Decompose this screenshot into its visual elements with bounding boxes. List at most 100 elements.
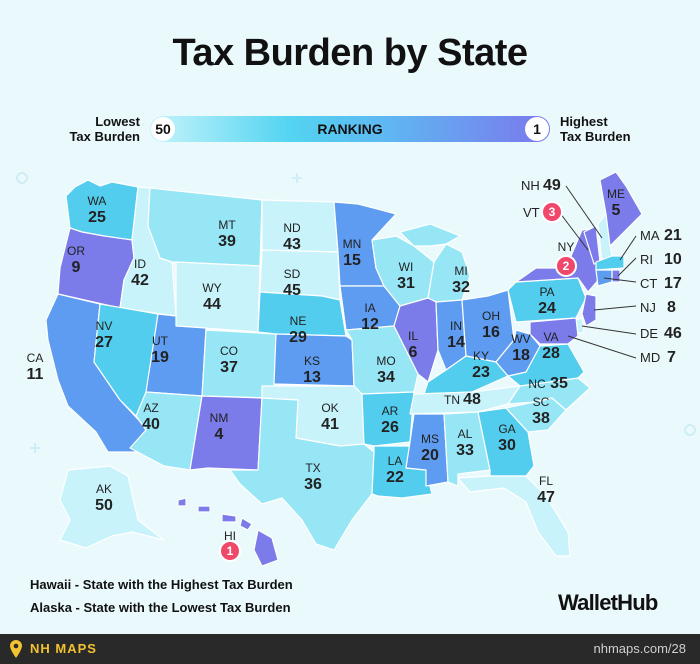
label-ut-rank: 19 [151,349,169,366]
leader-vt [559,212,589,251]
label-ar-rank: 26 [381,419,399,436]
label-sd-rank: 45 [283,282,301,299]
rank-pin-ny: 2 [555,255,577,277]
label-ga-abbr: GA [498,422,515,436]
state-fl [457,475,571,557]
state-tx [229,397,375,551]
label-nv-abbr: NV [96,319,113,333]
label-ma-rank: 21 [664,227,682,244]
note-hawaii-name: Hawaii [30,577,72,592]
label-sc-abbr: SC [533,395,550,409]
legend-low-label: Lowest Tax Burden [62,114,140,144]
state-labels: WA 25 OR 9 CA 11 ID 42 NV 27 MT 39 WY 44… [27,187,625,543]
wallethub-logo: WalletHub [558,590,658,615]
label-wv-rank: 18 [512,347,530,364]
label-ny-abbr: NY [558,240,575,254]
label-mt-rank: 39 [218,233,236,250]
label-sd-abbr: SD [284,267,301,281]
label-or-abbr: OR [67,244,85,258]
label-ri-rank: 10 [664,251,682,268]
label-nm-abbr: NM [210,411,229,425]
label-or-rank: 9 [72,259,81,276]
pin-ny-circle [555,255,577,277]
state-hi-island [239,517,253,531]
label-sc-rank: 38 [532,410,550,427]
label-mn-abbr: MN [343,237,362,251]
label-nm-rank: 4 [215,426,224,443]
label-ky-abbr: KY [473,349,489,363]
state-nj [581,293,597,327]
leader-de [581,325,637,335]
label-nj-rank: 8 [667,299,676,316]
label-tx-abbr: TX [305,461,320,475]
label-nj-abbr: NJ [640,300,656,315]
label-ne-rank: 29 [289,329,307,346]
label-nc-rank: 35 [550,375,568,392]
label-va-rank: 28 [542,345,560,362]
map-pin-icon [10,640,22,658]
leader-lines [559,185,637,359]
state-mi-upper [399,223,461,247]
label-md-abbr: MD [640,350,660,365]
label-ms-rank: 20 [421,447,439,464]
label-al-rank: 33 [456,442,474,459]
state-hi-island [253,529,279,567]
label-ct-abbr: CT [640,276,657,291]
label-oh-abbr: OH [482,309,500,323]
label-me-rank: 5 [612,202,621,219]
label-ne-abbr: NE [290,314,307,328]
state-hi-island [177,497,187,507]
state-hi-island [197,505,211,513]
label-ky-rank: 23 [472,364,490,381]
label-tx-rank: 36 [304,476,322,493]
label-ma-abbr: MA [640,228,660,243]
legend-ranking-label: RANKING [317,121,383,137]
pin-hi-number: 1 [227,544,234,558]
legend-low-line2: Tax Burden [69,129,140,144]
state-ky [423,355,509,395]
legend-high-line2: Tax Burden [560,129,631,144]
pin-hi-circle [219,540,241,562]
state-ak [59,465,165,549]
label-ca-abbr: CA [27,351,44,365]
label-ri-abbr: RI [640,252,653,267]
leader-ma [619,235,637,261]
label-in-rank: 14 [447,334,465,351]
northeast-labels: NH 49 VT MA 21 RI 10 CT 17 NJ 8 DE 46 MD… [521,177,682,366]
label-co-rank: 37 [220,359,238,376]
label-nd-abbr: ND [283,221,301,235]
label-az-abbr: AZ [143,401,158,415]
decoration-circle [684,424,696,436]
ranking-legend-bar: 50 RANKING 1 [150,116,550,142]
label-nd-rank: 43 [283,236,301,253]
label-ms-abbr: MS [421,432,439,446]
label-id-abbr: ID [134,257,146,271]
leader-ri [617,257,637,277]
state-hi [177,497,279,567]
label-ia-rank: 12 [361,316,379,333]
state-wv [495,329,541,377]
label-ak-rank: 50 [95,497,113,514]
label-mt-abbr: MT [218,218,236,232]
state-ma [595,255,625,271]
pin-vt-number: 3 [549,205,556,219]
label-ct-rank: 17 [664,275,682,292]
label-de-rank: 46 [664,325,682,342]
label-il-rank: 6 [409,344,418,361]
label-az-rank: 40 [142,416,160,433]
label-ar-abbr: AR [382,404,399,418]
label-wy-abbr: WY [202,281,221,295]
footer-url[interactable]: nhmaps.com/28 [593,641,687,656]
label-pa-rank: 24 [538,300,556,317]
note-alaska-name: Alaska [30,600,72,615]
label-de-abbr: DE [640,326,658,341]
states-layer [45,171,643,567]
label-nh-rank: 49 [543,177,561,194]
us-map: WA 25 OR 9 CA 11 ID 42 NV 27 MT 39 WY 44… [16,171,696,567]
legend-high-value: 1 [525,117,549,141]
state-ar [361,391,415,447]
label-al-abbr: AL [458,427,473,441]
label-id-rank: 42 [131,272,149,289]
label-me-abbr: ME [607,187,625,201]
label-nv-rank: 27 [95,334,113,351]
